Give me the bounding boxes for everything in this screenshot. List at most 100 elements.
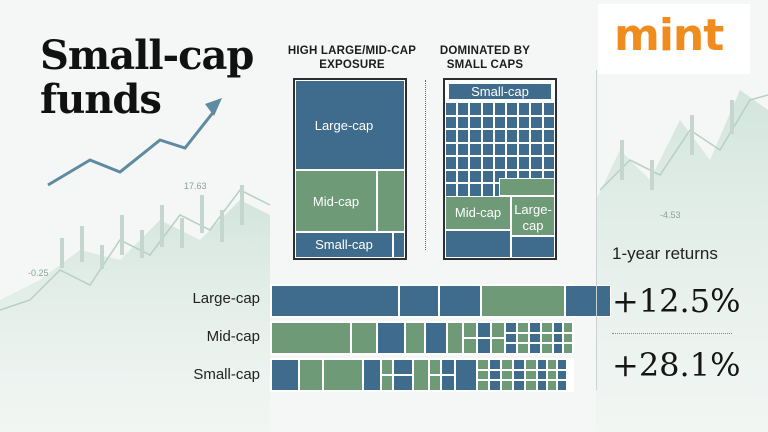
returns-label: 1-year returns <box>612 244 718 263</box>
treemap-cell <box>529 322 541 333</box>
treemap-cell <box>525 359 537 370</box>
treemap-cell <box>537 359 547 370</box>
treemap-cell <box>530 142 543 156</box>
treemap-cell <box>445 169 458 183</box>
treemap-cell <box>469 102 482 116</box>
treemap-cell <box>477 338 491 354</box>
treemap-cell <box>445 102 458 116</box>
treemap-cell <box>518 142 531 156</box>
treemap-cell <box>517 332 529 344</box>
large-cap-label: Large-cap <box>314 118 374 133</box>
treemap-cell <box>441 359 455 375</box>
treemap-cell <box>501 369 513 381</box>
treemap-cell <box>493 129 506 143</box>
treemap-cell <box>530 156 543 170</box>
treemap-cell <box>489 359 501 370</box>
treemap-cell <box>506 156 519 170</box>
small-cap-block <box>511 236 555 258</box>
treemap-cell <box>517 322 529 333</box>
treemap-cell <box>481 142 494 156</box>
large-cap-block <box>295 80 405 170</box>
treemap-cell <box>518 115 531 129</box>
treemap-cell <box>477 359 489 370</box>
treemap-cell <box>529 343 541 354</box>
mint-logo: mint <box>598 4 750 74</box>
treemap-cell <box>501 359 513 370</box>
treemap-cell <box>506 102 519 116</box>
treemap-cell <box>445 183 458 197</box>
small-cap-block <box>393 232 405 258</box>
treemap-cell <box>565 285 611 317</box>
treemap-cell <box>481 102 494 116</box>
treemap-cell <box>541 332 553 344</box>
treemap-cell <box>530 129 543 143</box>
treemap-cell <box>481 115 494 129</box>
treemap-cell <box>393 359 413 375</box>
vertical-divider <box>596 70 597 390</box>
treemap-cell <box>547 369 557 381</box>
returns-separator <box>612 333 732 334</box>
mid-cap-block <box>295 170 377 232</box>
panel-2-header: DOMINATED BY SMALL CAPS <box>439 45 531 71</box>
mid-cap-block <box>499 178 555 196</box>
treemap-cell <box>481 169 494 183</box>
treemap-cell <box>506 142 519 156</box>
treemap-cell <box>530 102 543 116</box>
treemap-cell <box>501 380 513 391</box>
treemap-cell <box>541 343 553 354</box>
treemap-cell <box>455 359 477 391</box>
treemap-cell <box>439 285 481 317</box>
treemap-cell <box>323 359 363 391</box>
treemap-cell <box>505 332 517 344</box>
return-value-1: +12.5% <box>612 282 741 320</box>
panel-2-treemap: Small-cap Mid-cap Large- cap <box>443 78 557 260</box>
small-cap-bar <box>270 358 574 392</box>
treemap-cell <box>481 129 494 143</box>
treemap-cell <box>518 102 531 116</box>
treemap-cell <box>469 169 482 183</box>
panel-1-header: HIGH LARGE/MID-CAP EXPOSURE <box>287 45 417 71</box>
treemap-cell <box>463 322 477 338</box>
small-cap-block <box>445 230 511 258</box>
treemap-cell <box>542 102 555 116</box>
treemap-cell <box>563 322 573 333</box>
treemap-cell <box>457 169 470 183</box>
treemap-cell <box>381 359 393 375</box>
treemap-cell <box>477 380 489 391</box>
treemap-cell <box>477 369 489 381</box>
treemap-cell <box>441 375 455 391</box>
treemap-cell <box>481 183 494 197</box>
treemap-cell <box>542 156 555 170</box>
treemap-cell <box>513 369 525 381</box>
row-label-large-cap: Large-cap <box>192 290 260 307</box>
treemap-cell <box>491 338 505 354</box>
treemap-cell <box>457 183 470 197</box>
mid-cap-label: Mid-cap <box>312 194 360 209</box>
treemap-cell <box>518 156 531 170</box>
treemap-cell <box>445 129 458 143</box>
treemap-cell <box>513 359 525 370</box>
tick-label: -4.53 <box>660 210 681 220</box>
treemap-cell <box>413 359 429 391</box>
mid-cap-block <box>445 196 511 230</box>
treemap-cell <box>542 129 555 143</box>
treemap-cell <box>517 343 529 354</box>
panel-divider <box>425 80 426 250</box>
treemap-cell <box>351 322 377 354</box>
treemap-cell <box>557 380 567 391</box>
panel-1-treemap: Large-cap Mid-cap Small-cap <box>293 78 407 260</box>
treemap-cell <box>506 115 519 129</box>
large-cap-bar <box>270 284 611 318</box>
treemap-cell <box>505 343 517 354</box>
treemap-cell <box>541 322 553 333</box>
treemap-cell <box>363 359 381 391</box>
treemap-cell <box>491 322 505 338</box>
treemap-cell <box>513 380 525 391</box>
treemap-cell <box>489 380 501 391</box>
treemap-cell <box>425 322 447 354</box>
treemap-cell <box>457 142 470 156</box>
treemap-cell <box>271 285 399 317</box>
treemap-cell <box>553 343 563 354</box>
small-cap-label: Small-cap <box>449 84 551 99</box>
